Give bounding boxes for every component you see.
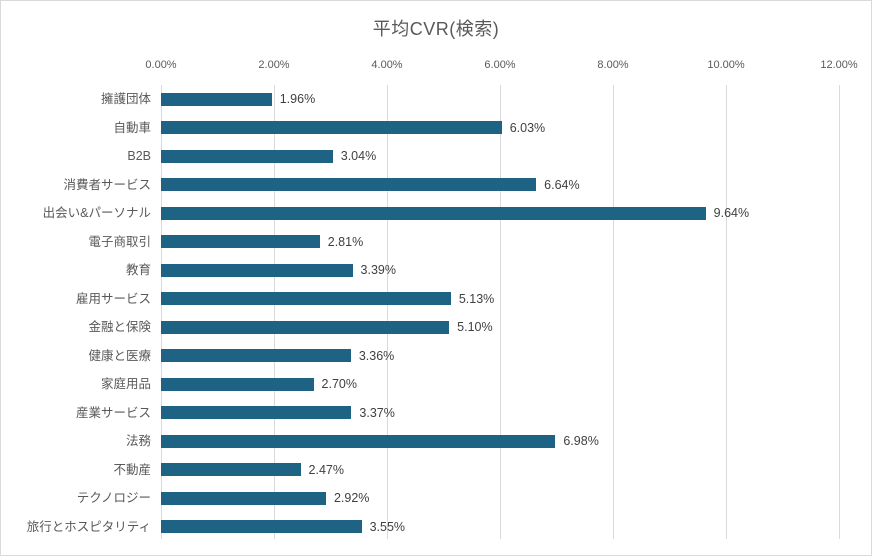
x-axis-tick-label: 6.00%: [484, 59, 516, 71]
vertical-gridline: [387, 85, 388, 539]
chart-title: 平均CVR(検索): [372, 19, 500, 39]
bar-value-label: 3.37%: [359, 405, 395, 420]
category-label: 法務: [125, 434, 151, 448]
bar-row: 6.03%: [161, 114, 839, 143]
category-label: 電子商取引: [88, 234, 151, 249]
bar-value-label: 2.70%: [321, 377, 357, 392]
bar: [161, 491, 326, 505]
bar-value-label: 6.03%: [509, 120, 546, 135]
vertical-gridline: [274, 85, 275, 539]
x-axis-tick-label: 2.00%: [258, 59, 290, 71]
bar: [161, 434, 556, 448]
bar-value-label: 2.47%: [308, 462, 344, 477]
category-label: 擁護団体: [100, 92, 151, 106]
bar: [161, 320, 450, 334]
category-label: 金融と保険: [88, 320, 151, 334]
bar: [161, 406, 352, 419]
bar-value-label: 9.64%: [713, 206, 750, 221]
bar: [161, 263, 353, 277]
category-label: 消費者サービス: [63, 177, 151, 192]
bar-value-label: 3.39%: [360, 263, 396, 278]
bar-row: 9.64%: [161, 199, 839, 228]
bar-value-label: 3.55%: [369, 519, 406, 534]
bar: [161, 92, 272, 106]
category-label: 出会い&パーソナル: [42, 206, 151, 220]
category-label: テクノロジー: [76, 491, 151, 505]
category-label: B2B: [127, 149, 151, 163]
bar: [161, 463, 301, 476]
bar-row: 3.36%: [161, 342, 839, 371]
bar-row: 5.10%: [161, 313, 839, 342]
bar: [161, 206, 706, 220]
category-label: 雇用サービス: [75, 291, 151, 306]
vertical-gridline: [839, 85, 840, 539]
vertical-gridline: [500, 85, 501, 539]
bar: [161, 349, 351, 362]
bar-value-label: 5.13%: [458, 291, 495, 306]
bar-row: 1.96%: [161, 85, 839, 114]
category-label: 旅行とホスピタリティ: [26, 519, 151, 534]
bar-row: 6.98%: [161, 427, 839, 456]
bar: [161, 377, 314, 391]
bar: [161, 121, 502, 134]
bar-row: 3.04%: [161, 142, 839, 171]
bar-row: 3.39%: [161, 256, 839, 285]
bar-row: 2.92%: [161, 484, 839, 513]
bar-value-label: 6.98%: [563, 434, 599, 449]
bar-row: 2.81%: [161, 228, 839, 257]
category-label: 不動産: [113, 462, 151, 477]
bar: [161, 178, 537, 191]
bar-row: 2.70%: [161, 370, 839, 399]
x-axis-tick-label: 4.00%: [371, 59, 403, 71]
bar-value-label: 6.64%: [544, 177, 580, 192]
vertical-gridline: [161, 85, 162, 539]
x-axis-tick-label: 12.00%: [820, 59, 858, 71]
bar: [161, 292, 451, 305]
bar-row: 6.64%: [161, 171, 839, 200]
bar-value-label: 5.10%: [457, 320, 493, 335]
bar: [161, 520, 362, 533]
bar-row: 2.47%: [161, 456, 839, 485]
bar: [161, 235, 320, 248]
x-axis-tick-label: 10.00%: [707, 59, 745, 71]
y-axis-category-labels: 擁護団体自動車 B2B 消費者サービス出会い&パーソナル電子商取引教育雇用サービス金…: [1, 85, 151, 541]
vertical-gridline: [613, 85, 614, 539]
bar-row: 3.55%: [161, 513, 839, 542]
bar-row: 5.13%: [161, 285, 839, 314]
bar-row: 3.37%: [161, 399, 839, 428]
category-label: 家庭用品: [100, 377, 151, 391]
category-label: 健康と医療: [88, 348, 151, 363]
x-axis-tick-label: 8.00%: [597, 59, 629, 71]
vertical-gridline: [726, 85, 727, 539]
bar-value-label: 2.92%: [333, 491, 370, 506]
category-label: 自動車: [113, 120, 151, 135]
category-label: 産業サービス: [75, 405, 151, 420]
bar: [161, 149, 333, 163]
bar-value-label: 1.96%: [279, 92, 316, 107]
x-axis: 0.00% 2.00% 4.00% 6.00% 8.00% 10.00% 12.00%: [1, 59, 871, 75]
bar-value-label: 3.04%: [340, 149, 377, 164]
bar-value-label: 2.81%: [327, 234, 364, 249]
bar-value-label: 3.36%: [358, 348, 395, 363]
category-label: 教育: [125, 263, 151, 277]
plot-area: 1.96% 6.03% 3.04% 6.64% 9.64% 2.81% 3.39% 5.13%…: [161, 85, 840, 542]
x-axis-tick-label: 0.00%: [145, 59, 177, 71]
